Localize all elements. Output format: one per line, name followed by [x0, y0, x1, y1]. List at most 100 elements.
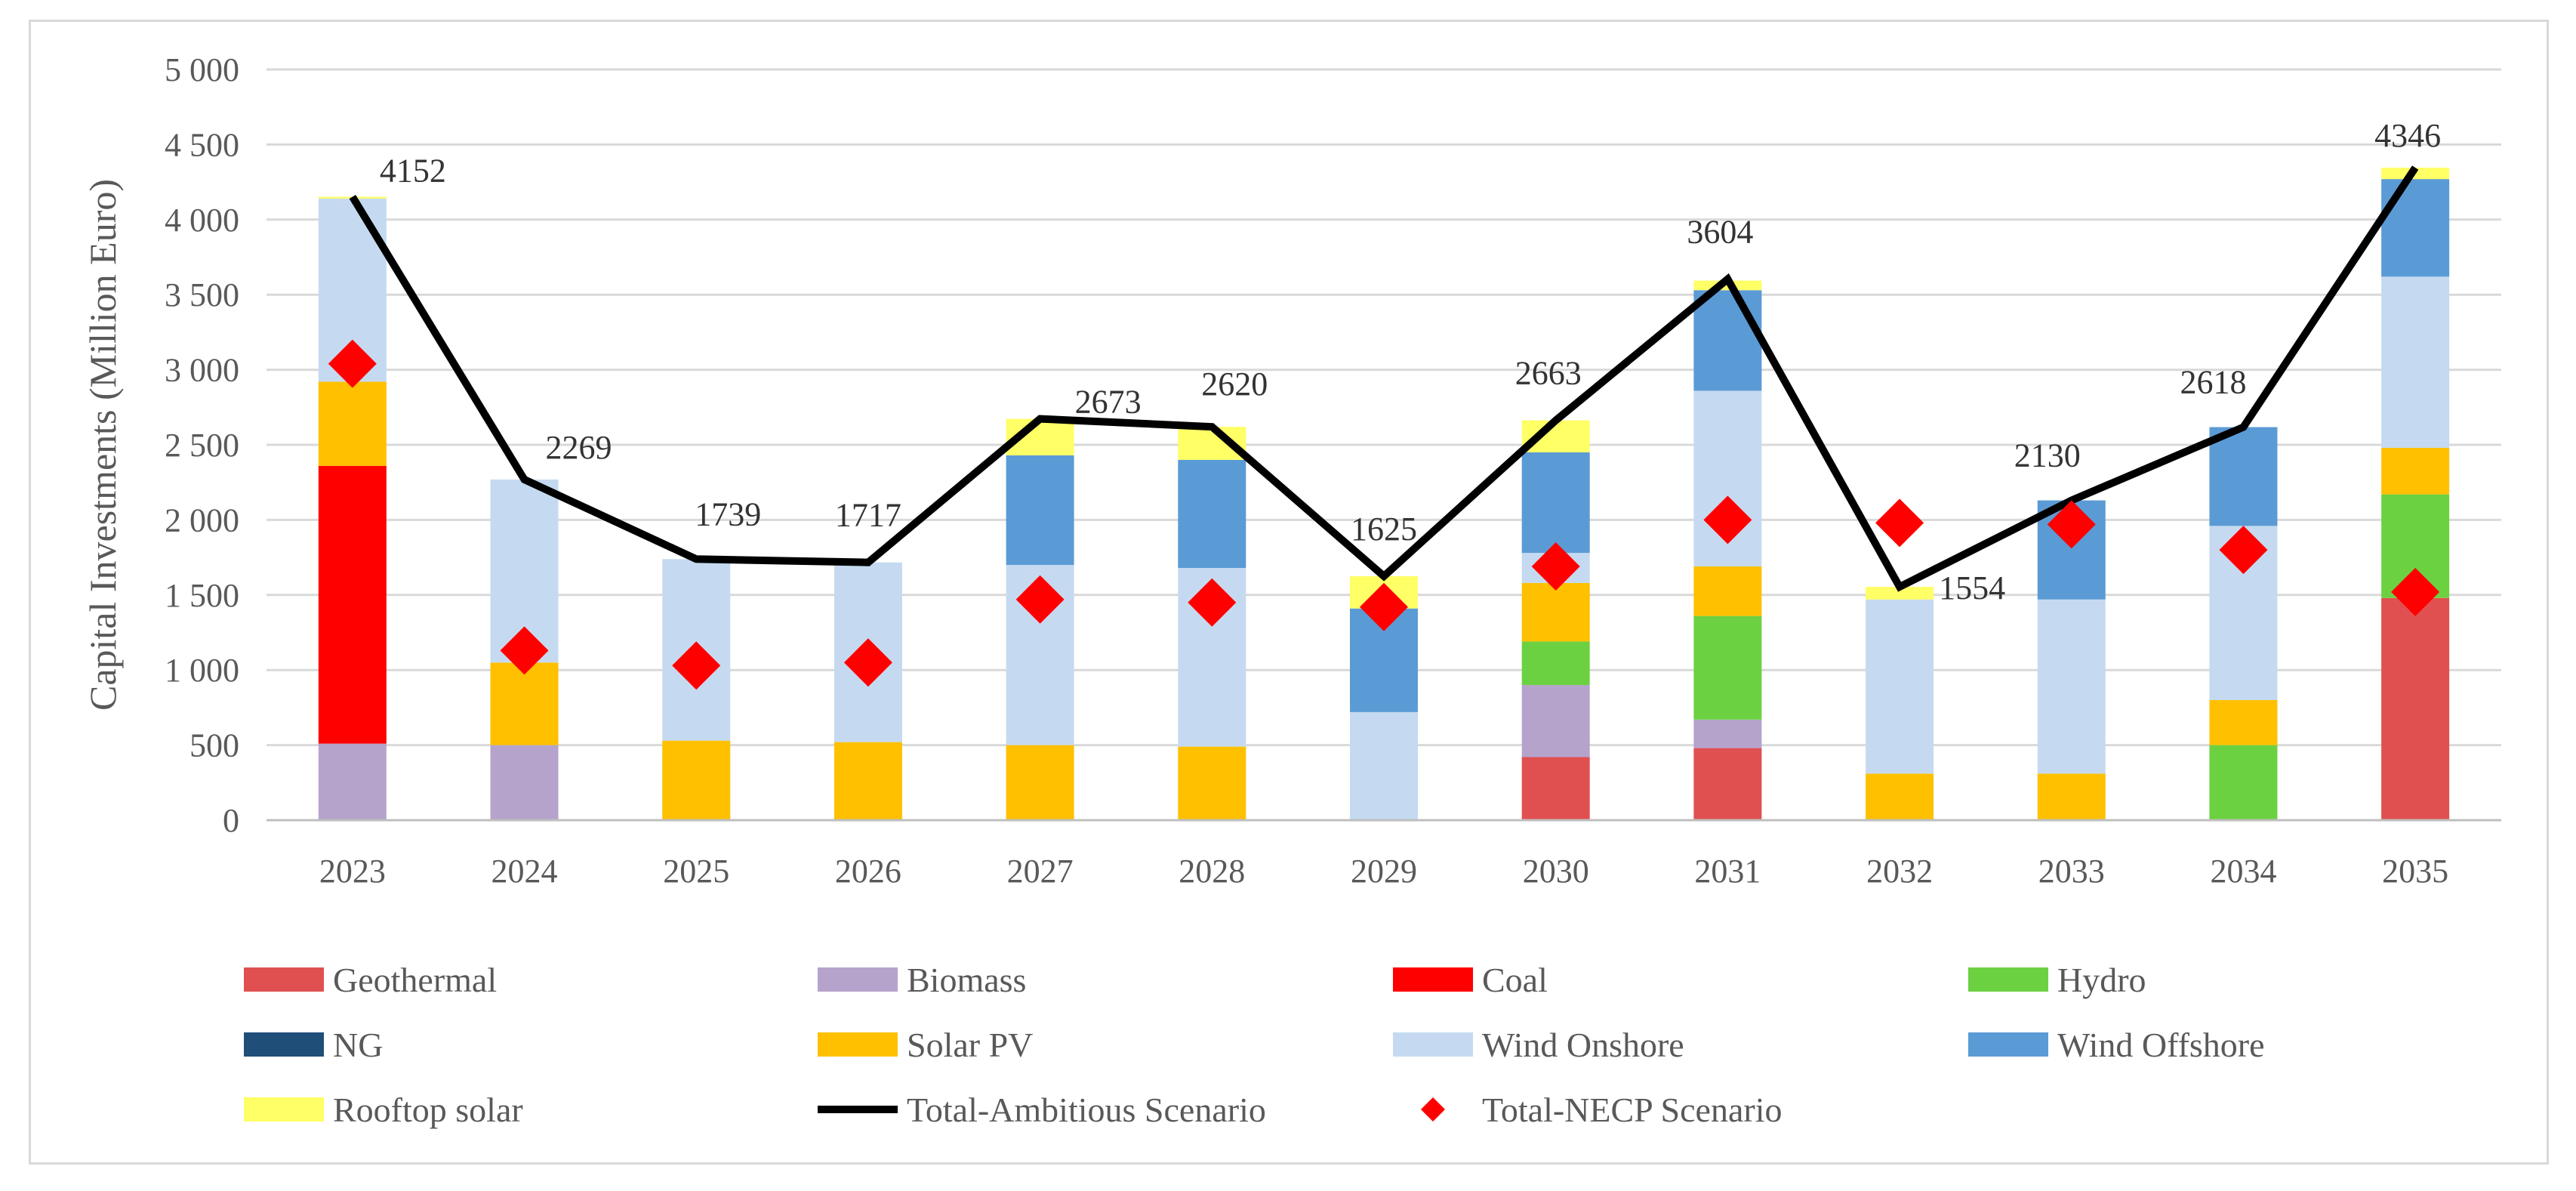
- legend-label: Wind Onshore: [1482, 1026, 1684, 1064]
- bar-segment-wind-onshore: [1866, 599, 1934, 774]
- data-label: 2673: [1075, 384, 1142, 421]
- bar-segment-hydro: [1693, 616, 1762, 720]
- stacked-bars: [318, 168, 2450, 820]
- legend-label: NG: [333, 1026, 383, 1064]
- legend-swatch: [244, 1097, 324, 1122]
- legend-item: Coal: [1393, 961, 1548, 999]
- bar-segment-wind-onshore: [2381, 276, 2450, 448]
- bar-segment-wind-offshore: [1693, 290, 1762, 391]
- y-tick-label: 4 500: [165, 126, 239, 163]
- data-label: 2130: [2014, 437, 2081, 474]
- x-tick-label: 2024: [491, 853, 558, 890]
- legend-label: Total-Ambitious Scenario: [907, 1091, 1266, 1129]
- marker-necp: [2219, 526, 2268, 575]
- data-label: 2618: [2180, 364, 2246, 401]
- bar-segment-wind-offshore: [1178, 459, 1246, 569]
- legend-item: Geothermal: [244, 961, 497, 999]
- bar-segment-biomass: [490, 745, 559, 820]
- x-tick-label: 2029: [1351, 853, 1417, 890]
- legend-item: Solar PV: [818, 1026, 1033, 1064]
- legend-label: Total-NECP Scenario: [1482, 1091, 1783, 1129]
- legend-item: Total-NECP Scenario: [1421, 1091, 1783, 1129]
- x-tick-label: 2030: [1523, 853, 1589, 890]
- marker-necp: [1360, 582, 1408, 631]
- x-tick-label: 2035: [2382, 853, 2448, 890]
- x-tick-label: 2025: [663, 853, 729, 890]
- gridlines: [267, 68, 2501, 822]
- marker-necp: [1531, 542, 1580, 591]
- marker-necp: [1015, 575, 1065, 624]
- data-label: 1717: [835, 497, 901, 534]
- data-labels: 4152 2269 1739 1717 2673 2620 1625 2663 3604 1554…: [380, 117, 2441, 606]
- legend-label: Geothermal: [333, 961, 497, 999]
- legend-item: Biomass: [818, 961, 1026, 999]
- marker-necp: [2391, 567, 2440, 616]
- x-tick-label: 2033: [2038, 853, 2105, 890]
- y-tick-label: 500: [190, 727, 239, 764]
- data-label: 1554: [1939, 569, 2005, 606]
- marker-necp: [1188, 578, 1237, 627]
- x-tick-label: 2027: [1007, 853, 1074, 890]
- y-tick-label: 1 000: [165, 652, 239, 689]
- legend-label: Wind Offshore: [2057, 1026, 2265, 1064]
- bar-segment-biomass: [1521, 685, 1590, 757]
- legend-swatch: [1968, 1032, 2048, 1057]
- bar-segment-geothermal: [2381, 597, 2450, 820]
- legend-swatch: [818, 1032, 898, 1057]
- bar-segment-solar-pv: [318, 381, 387, 466]
- y-tick-label: 3 500: [165, 276, 239, 313]
- x-tick-label: 2023: [319, 853, 386, 890]
- bar-segment-wind-offshore: [2209, 427, 2278, 526]
- x-tick-label: 2031: [1694, 853, 1761, 890]
- marker-necp: [2047, 500, 2096, 549]
- bar-segment-solar-pv: [2209, 699, 2278, 745]
- marker-necp: [500, 626, 549, 675]
- x-tick-label: 2028: [1179, 853, 1245, 890]
- bar-segment-wind-offshore: [1521, 452, 1590, 554]
- marker-necp: [1875, 498, 1924, 548]
- legend-label: Biomass: [907, 961, 1026, 999]
- legend-swatch: [818, 967, 898, 992]
- y-axis-ticks: 0 500 1 000 1 500 2 000 2 500 3 000 3 500 4 000 4…: [165, 51, 239, 839]
- bar-segment-solar-pv: [1866, 773, 1934, 820]
- bar-segment-rooftop-solar: [1866, 587, 1934, 600]
- y-tick-label: 1 500: [165, 577, 239, 614]
- legend-item: Wind Offshore: [1968, 1026, 2265, 1064]
- chart-svg: 0 500 1 000 1 500 2 000 2 500 3 000 3 500 4 000 4…: [82, 51, 2501, 1129]
- legend-item: NG: [244, 1026, 383, 1064]
- legend-swatch: [1393, 967, 1473, 992]
- legend-item: Total-Ambitious Scenario: [818, 1091, 1266, 1129]
- bar-segment-geothermal: [1521, 757, 1590, 820]
- bar-segment-solar-pv: [490, 662, 559, 745]
- y-tick-label: 2 500: [165, 427, 239, 464]
- bar-segment-biomass: [1693, 719, 1762, 748]
- data-label: 2663: [1515, 355, 1582, 392]
- data-label: 4152: [380, 153, 446, 190]
- bar-segment-hydro: [1521, 641, 1590, 686]
- marker-necp: [1703, 495, 1752, 545]
- bar-segment-wind-onshore: [2037, 599, 2106, 774]
- bar-segment-solar-pv: [2037, 773, 2106, 820]
- bar-segment-solar-pv: [662, 740, 731, 820]
- legend-label: Rooftop solar: [333, 1091, 523, 1129]
- bar-segment-solar-pv: [834, 742, 902, 820]
- bar-segment-solar-pv: [1178, 746, 1246, 820]
- y-tick-label: 4 000: [165, 202, 239, 239]
- legend-swatch: [244, 967, 324, 992]
- bar-segment-solar-pv: [1521, 582, 1590, 642]
- data-label: 2620: [1201, 366, 1268, 403]
- legend-diamond-swatch: [1421, 1097, 1445, 1122]
- marker-necp: [843, 638, 892, 687]
- bar-segment-wind-offshore: [1006, 455, 1074, 566]
- legend-item: Rooftop solar: [244, 1091, 523, 1129]
- y-tick-label: 3 000: [165, 352, 239, 389]
- legend-swatch: [1393, 1032, 1473, 1057]
- bar-segment-coal: [318, 465, 387, 744]
- data-label: 1739: [695, 495, 761, 532]
- necp-markers: [328, 339, 2440, 690]
- bar-segment-solar-pv: [2381, 447, 2450, 495]
- legend-label: Coal: [1482, 961, 1548, 999]
- chart-frame: 0 500 1 000 1 500 2 000 2 500 3 000 3 500 4 000 4…: [29, 20, 2549, 1165]
- bar-segment-hydro: [2209, 745, 2278, 820]
- x-tick-label: 2034: [2210, 853, 2276, 890]
